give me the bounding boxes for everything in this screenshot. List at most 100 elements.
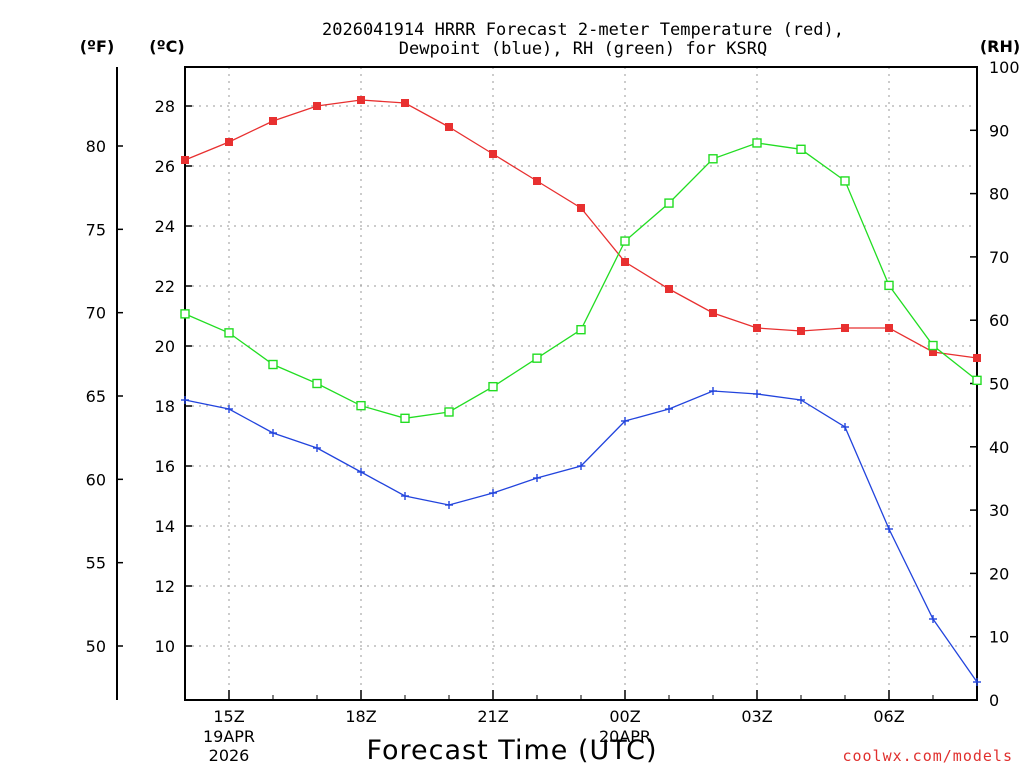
dewpoint-point [665, 405, 673, 413]
fahrenheit-tick-label: 50 [86, 637, 106, 656]
temperature-point [797, 327, 805, 335]
temperature-point [445, 123, 453, 131]
fahrenheit-tick-label: 75 [86, 220, 106, 239]
rh-tick-label: 90 [989, 121, 1009, 140]
rh-point [576, 324, 586, 335]
temperature-point [489, 150, 497, 158]
fahrenheit-tick-label: 70 [86, 304, 106, 323]
dewpoint-point [533, 474, 541, 482]
dewpoint-point [973, 678, 981, 686]
dewpoint-point [269, 429, 277, 437]
celsius-tick-label: 10 [155, 637, 175, 656]
temperature-point [357, 96, 365, 104]
chart-title-line1: 2026041914 HRRR Forecast 2-meter Tempera… [322, 20, 844, 40]
fahrenheit-tick-label: 80 [86, 137, 106, 156]
dewpoint-point [489, 489, 497, 497]
temperature-point [665, 285, 673, 293]
rh-tick-label: 70 [989, 248, 1009, 267]
temperature-point [225, 138, 233, 146]
temperature-point [621, 258, 629, 266]
rh-point [796, 144, 806, 154]
dewpoint-point [445, 501, 453, 509]
dewpoint-point [577, 462, 585, 470]
celsius-tick-label: 22 [155, 277, 175, 296]
rh-point [708, 154, 718, 164]
temperature-point [973, 354, 981, 362]
dewpoint-point [181, 396, 189, 404]
rh-point [928, 340, 938, 351]
dewpoint-point [709, 387, 717, 395]
rh-point [972, 375, 982, 386]
dewpoint-point [929, 615, 937, 623]
x-tick-label: 21Z [477, 707, 508, 726]
temperature-point [181, 156, 189, 164]
dewpoint-point [225, 405, 233, 413]
temperature-point [929, 348, 937, 356]
rh-point [180, 309, 190, 319]
temperature-line [184, 99, 978, 359]
rh-axis-unit: (RH) [980, 37, 1020, 56]
x-tick-label: 06Z [873, 707, 904, 726]
rh-point [400, 413, 410, 424]
fahrenheit-tick-label: 55 [86, 554, 106, 573]
dewpoint-point [621, 417, 629, 425]
rh-point [268, 359, 278, 370]
temperature-point [709, 309, 717, 317]
celsius-tick-label: 26 [155, 157, 175, 176]
rh-point [312, 378, 322, 389]
celsius-tick-label: 18 [155, 397, 175, 416]
x-tick-date: 19APR [203, 727, 255, 746]
x-tick-label: 00Z [609, 707, 640, 726]
temperature-point [885, 324, 893, 332]
x-tick-date: 20APR [599, 727, 651, 746]
temperature-point [577, 204, 585, 212]
celsius-tick-label: 24 [155, 217, 175, 236]
x-tick-label: 18Z [345, 707, 376, 726]
rh-tick-label: 50 [989, 375, 1009, 394]
x-tick-year: 2026 [209, 746, 250, 765]
x-tick-label: 15Z [213, 707, 244, 726]
celsius-tick-label: 28 [155, 97, 175, 116]
rh-point [752, 138, 762, 148]
rh-tick-label: 10 [989, 628, 1009, 647]
celsius-tick-label: 12 [155, 577, 175, 596]
dewpoint-point [841, 423, 849, 431]
series [180, 96, 982, 686]
grid [185, 67, 977, 700]
x-tick-label: 03Z [741, 707, 772, 726]
celsius-tick-label: 14 [155, 517, 175, 536]
rh-point [488, 381, 498, 392]
plot-frame [184, 66, 978, 701]
rh-line [184, 142, 978, 419]
dewpoint-point [797, 396, 805, 404]
rh-tick-label: 30 [989, 501, 1009, 520]
rh-point [620, 236, 630, 246]
fahrenheit-tick-label: 65 [86, 387, 106, 406]
dewpoint-point [753, 390, 761, 398]
celsius-tick-label: 20 [155, 337, 175, 356]
temperature-point [533, 177, 541, 185]
credit-link[interactable]: coolwx.com/models [842, 747, 1013, 765]
axes: 10 12 14 16 18 20 22 24 26 28 50 55 60 65 70 75 80 0 10 20 3… [86, 58, 1020, 765]
celsius-axis-unit: (ºC) [149, 37, 184, 56]
rh-point [664, 198, 674, 208]
fahrenheit-tick-label: 60 [86, 470, 106, 489]
rh-point [356, 400, 366, 411]
celsius-tick-label: 16 [155, 457, 175, 476]
rh-tick-label: 0 [989, 691, 999, 710]
rh-point [224, 328, 234, 338]
dewpoint-point [885, 525, 893, 533]
fahrenheit-axis-unit: (ºF) [80, 37, 115, 56]
rh-tick-label: 40 [989, 438, 1009, 457]
rh-point [532, 353, 542, 363]
dewpoint-line [184, 390, 978, 683]
rh-tick-label: 20 [989, 564, 1009, 583]
rh-point [444, 407, 454, 417]
chart-title-line2: Dewpoint (blue), RH (green) for KSRQ [399, 39, 767, 59]
temperature-point [401, 99, 409, 107]
rh-point [840, 176, 850, 186]
rh-tick-label: 60 [989, 311, 1009, 330]
rh-point [884, 280, 894, 291]
x-axis-label: Forecast Time (UTC) [366, 735, 657, 766]
